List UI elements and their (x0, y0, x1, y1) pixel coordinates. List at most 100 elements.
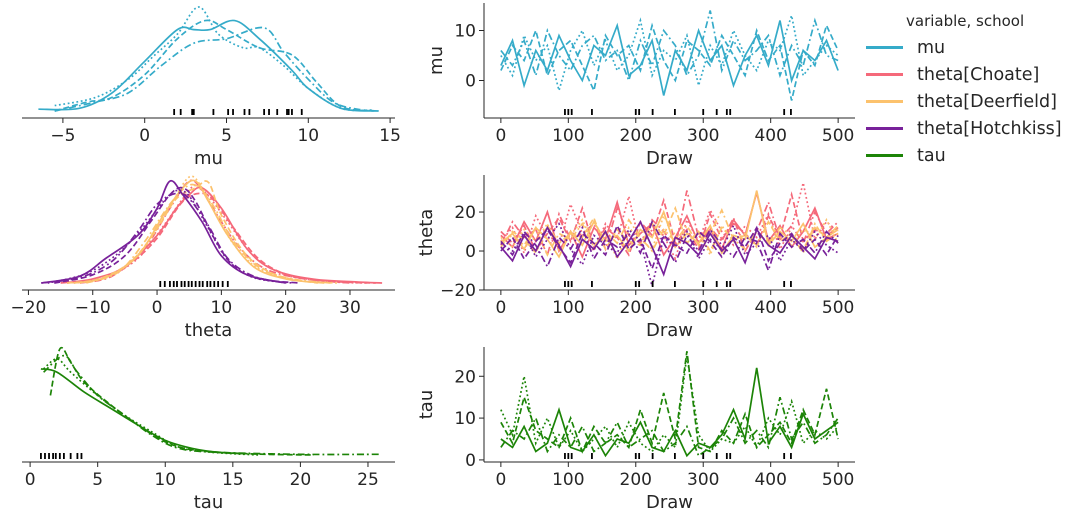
x-tick-label: 0 (152, 298, 163, 318)
series-line-2-chain-3 (500, 219, 839, 274)
y-tick-label: 0 (465, 72, 476, 92)
series-line-0-chain-2 (66, 192, 376, 284)
series-line-0-chain-3 (43, 354, 382, 456)
series-line-0-chain-1 (500, 12, 839, 94)
x-tick-label: 20 (290, 470, 312, 490)
x-tick-label: 300 (687, 470, 719, 490)
x-axis-label: theta (185, 320, 233, 341)
x-tick-label: 15 (222, 470, 244, 490)
x-tick-label: 25 (357, 470, 379, 490)
x-tick-label: −20 (10, 298, 46, 318)
x-tick-label: 5 (92, 470, 103, 490)
legend: variable, school mu theta[Choate] theta[… (866, 12, 1062, 169)
series-line-0-chain-1 (500, 355, 839, 453)
x-tick-label: 500 (822, 470, 854, 490)
series-line-1-chain-3 (86, 183, 331, 284)
series-line-0-chain-2 (500, 351, 839, 454)
y-axis-label: mu (426, 46, 447, 75)
x-tick-label: 200 (620, 298, 652, 318)
x-tick-label: 400 (754, 126, 786, 146)
legend-entry-mu: mu (866, 34, 1062, 61)
x-tick-label: −10 (75, 298, 111, 318)
x-tick-label: 300 (687, 126, 719, 146)
panel-kde-tau: 0 5 10 15 20 25 tau (22, 346, 395, 513)
x-tick-label: 10 (154, 470, 176, 490)
x-axis-label: mu (194, 148, 223, 169)
x-tick-label: 0 (495, 126, 506, 146)
legend-label: theta[Deerfield] (917, 91, 1057, 112)
series-line-0-chain-3 (500, 10, 839, 84)
series-line-0-chain-2 (49, 346, 314, 456)
x-tick-label: 0 (25, 470, 36, 490)
legend-label: tau (917, 145, 946, 166)
legend-label: mu (917, 37, 946, 58)
legend-swatch (866, 127, 903, 130)
series-line-0-chain-0 (38, 19, 379, 112)
panel-kde-theta: −20 −10 0 10 20 30 theta (10, 175, 395, 341)
series-line-0-chain-0 (40, 368, 247, 455)
x-tick-label: 10 (297, 126, 319, 146)
x-tick-label: 10 (211, 298, 233, 318)
x-tick-label: 100 (552, 298, 584, 318)
series-line-0-chain-3 (500, 396, 839, 458)
legend-label: theta[Hotchkiss] (917, 118, 1062, 139)
series-line-1-chain-3 (500, 208, 839, 257)
x-tick-label: 400 (754, 470, 786, 490)
x-tick-label: 5 (221, 126, 232, 146)
series-line-1-chain-2 (500, 205, 839, 255)
series-line-0-chain-1 (54, 6, 374, 112)
series-line-0-chain-2 (500, 22, 839, 101)
panel-kde-mu: −5 0 5 10 15 mu (22, 6, 401, 169)
legend-swatch (866, 154, 903, 157)
series-line-2-chain-3 (41, 192, 286, 284)
series-line-1-chain-0 (73, 179, 325, 284)
series-line-0-chain-3 (54, 26, 379, 112)
legend-swatch (866, 46, 903, 49)
x-tick-label: 200 (620, 470, 652, 490)
legend-entry-tau: tau (866, 142, 1062, 169)
series-line-2-chain-1 (500, 222, 839, 287)
x-axis-label: tau (194, 492, 224, 513)
series-line-0-chain-1 (43, 358, 260, 456)
y-tick-label: 20 (454, 367, 476, 387)
y-tick-label: 10 (454, 409, 476, 429)
y-tick-label: 0 (465, 451, 476, 471)
x-tick-label: 400 (754, 298, 786, 318)
series-line-0-chain-2 (54, 19, 374, 112)
x-tick-label: 500 (822, 298, 854, 318)
series-line-0-chain-1 (73, 184, 370, 284)
legend-label: theta[Choate] (917, 64, 1040, 85)
y-tick-label: −20 (440, 281, 476, 301)
x-axis-label: Draw (646, 148, 693, 169)
series-line-2-chain-0 (41, 179, 286, 284)
legend-entry-theta-choate: theta[Choate] (866, 61, 1062, 88)
legend-entry-theta-deerfield: theta[Deerfield] (866, 88, 1062, 115)
legend-swatch (866, 73, 903, 76)
series-line-1-chain-1 (500, 213, 839, 262)
x-tick-label: 100 (552, 470, 584, 490)
series-line-0-chain-3 (500, 190, 839, 258)
legend-swatch (866, 100, 903, 103)
y-axis-label: theta (416, 209, 437, 257)
x-tick-label: 0 (495, 470, 506, 490)
x-tick-label: 500 (822, 126, 854, 146)
legend-entry-theta-hotchkiss: theta[Hotchkiss] (866, 115, 1062, 142)
x-tick-label: 20 (275, 298, 297, 318)
x-axis-label: Draw (646, 492, 693, 513)
x-tick-label: 100 (552, 126, 584, 146)
panel-trace-theta: 0 100 200 300 400 500 Draw −20 0 20 theta (416, 175, 855, 341)
y-axis-label: tau (416, 390, 437, 420)
x-tick-label: 300 (687, 298, 719, 318)
series-line-2-chain-0 (500, 219, 839, 277)
y-tick-label: 10 (454, 22, 476, 42)
x-tick-label: 0 (495, 298, 506, 318)
series-line-1-chain-0 (500, 190, 839, 259)
panel-trace-tau: 0 100 200 300 400 500 Draw 0 10 20 tau (416, 347, 855, 513)
x-tick-label: 0 (139, 126, 150, 146)
series-line-0-chain-0 (60, 186, 383, 284)
legend-title: variable, school (906, 12, 1025, 30)
x-tick-label: 200 (620, 126, 652, 146)
panel-trace-mu: 0 100 200 300 400 500 Draw 0 10 mu (426, 3, 855, 169)
x-tick-label: 30 (339, 298, 361, 318)
